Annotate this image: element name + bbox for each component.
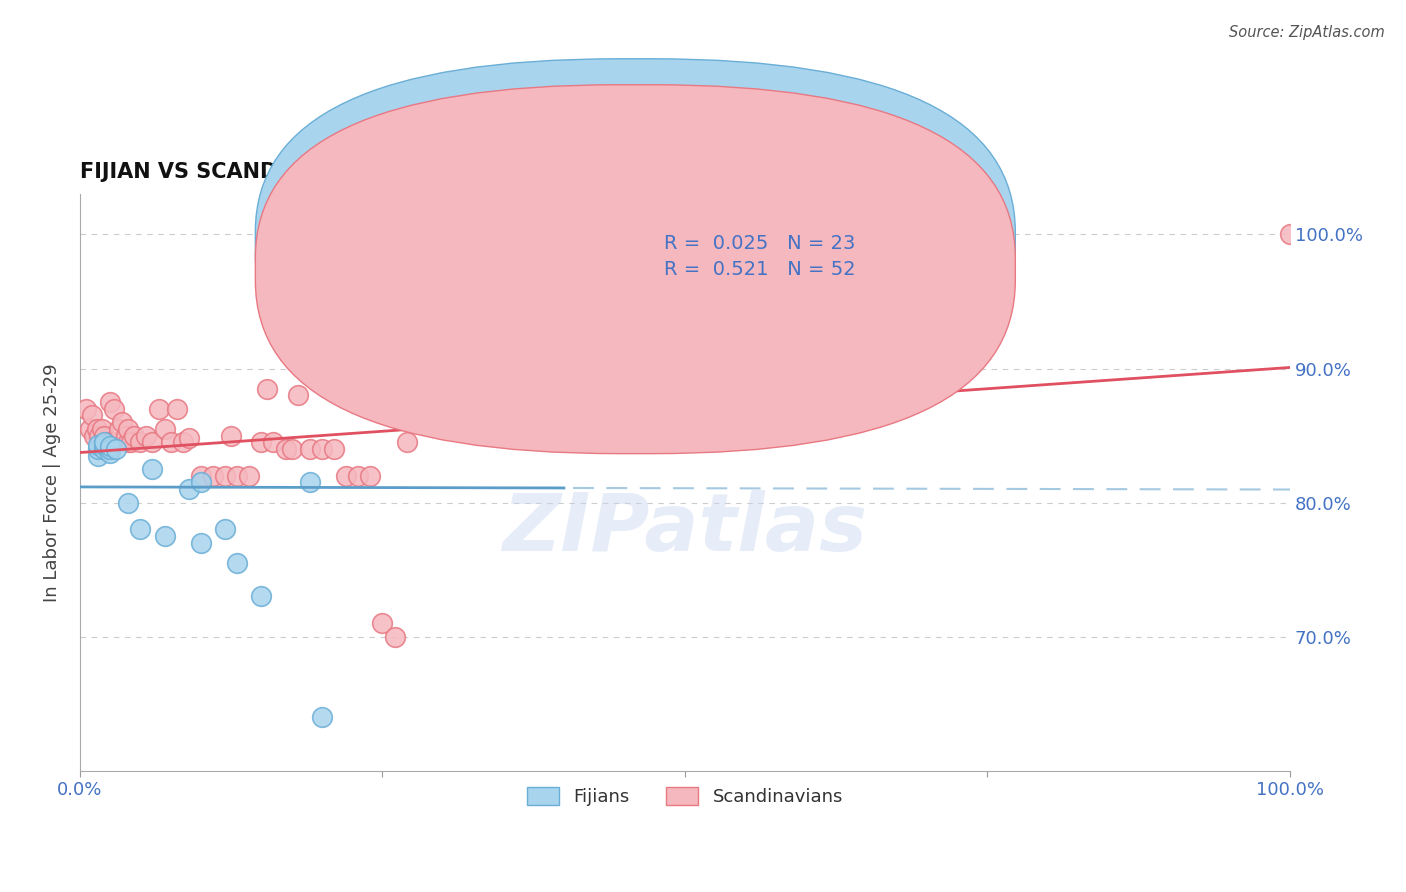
Point (177, 431, 200, 445)
Point (117, 495, 139, 509)
Point (219, 428, 242, 442)
Point (148, 401, 170, 416)
Point (311, 442, 333, 456)
Point (529, 274, 551, 288)
Point (172, 435, 194, 450)
Point (117, 435, 139, 450)
Point (83, 428, 105, 442)
Point (87, 442, 110, 456)
Point (153, 529, 176, 543)
Point (226, 468, 249, 483)
Point (323, 442, 346, 456)
Point (214, 468, 236, 483)
Point (107, 422, 129, 436)
Point (177, 482, 200, 496)
Point (263, 435, 285, 450)
Text: R =  0.025   N = 23: R = 0.025 N = 23 (665, 234, 856, 252)
Point (298, 442, 321, 456)
Point (93, 442, 115, 456)
Point (105, 442, 128, 456)
Point (90, 422, 112, 436)
Point (111, 415, 134, 429)
Text: R =  0.521   N = 52: R = 0.521 N = 52 (665, 260, 856, 278)
Point (86, 422, 108, 436)
Point (124, 428, 146, 442)
Point (166, 401, 188, 416)
Point (93, 435, 115, 450)
Point (298, 475, 321, 490)
Point (280, 442, 302, 456)
FancyBboxPatch shape (600, 223, 927, 295)
Y-axis label: In Labor Force | Age 25-29: In Labor Force | Age 25-29 (44, 363, 60, 602)
Point (141, 435, 163, 450)
Point (1279, 227, 1302, 242)
Point (135, 428, 157, 442)
Point (87, 449, 110, 463)
Point (80, 409, 103, 423)
Point (159, 435, 181, 450)
Point (371, 616, 394, 631)
Point (129, 522, 152, 536)
Point (347, 468, 370, 483)
Point (190, 536, 212, 550)
Point (93, 442, 115, 456)
Point (190, 475, 212, 490)
Point (105, 435, 128, 450)
Point (98, 435, 121, 450)
Point (190, 468, 212, 483)
Point (311, 710, 333, 724)
Point (226, 556, 249, 570)
Point (274, 442, 297, 456)
Point (79, 422, 101, 436)
Point (98, 439, 121, 453)
Point (89, 428, 111, 442)
Point (117, 422, 139, 436)
Text: Source: ZipAtlas.com: Source: ZipAtlas.com (1229, 25, 1385, 40)
Point (384, 630, 406, 644)
Point (250, 435, 273, 450)
Point (96, 442, 118, 456)
Point (395, 435, 418, 450)
FancyBboxPatch shape (256, 85, 1015, 454)
Point (87, 438, 110, 452)
Point (98, 442, 121, 456)
Point (120, 435, 142, 450)
Legend: Fijians, Scandinavians: Fijians, Scandinavians (519, 780, 851, 814)
Point (93, 428, 115, 442)
Point (214, 522, 236, 536)
Point (93, 438, 115, 452)
Point (256, 382, 278, 396)
Point (129, 435, 152, 450)
Point (238, 468, 260, 483)
Point (250, 590, 273, 604)
Point (115, 428, 138, 442)
FancyBboxPatch shape (256, 59, 1015, 427)
Point (335, 468, 357, 483)
Point (201, 468, 224, 483)
Point (153, 422, 176, 436)
Point (103, 401, 125, 416)
Text: FIJIAN VS SCANDINAVIAN IN LABOR FORCE | AGE 25-29 CORRELATION CHART: FIJIAN VS SCANDINAVIAN IN LABOR FORCE | … (80, 161, 977, 183)
Point (98, 395, 121, 409)
Point (141, 462, 163, 476)
Text: ZIPatlas: ZIPatlas (502, 490, 868, 567)
Point (287, 388, 309, 402)
Point (75, 401, 97, 416)
Point (98, 446, 121, 460)
Point (359, 468, 381, 483)
